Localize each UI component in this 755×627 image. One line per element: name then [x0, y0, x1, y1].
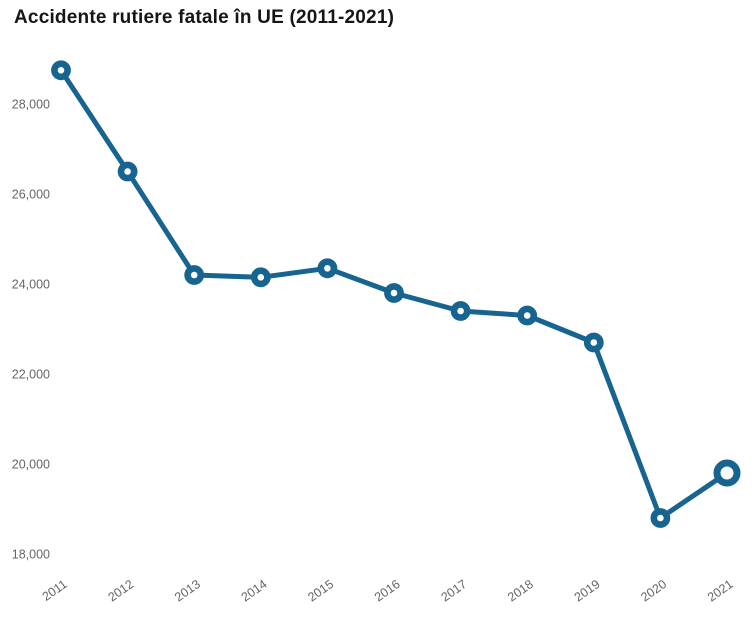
x-axis-tick-label: 2011 [40, 577, 70, 604]
x-axis-tick-label: 2018 [505, 577, 536, 604]
chart-title: Accidente rutiere fatale în UE (2011-202… [14, 7, 395, 28]
x-axis-tick-label: 2012 [106, 577, 137, 604]
y-axis-tick-label: 18,000 [12, 548, 50, 562]
y-axis-tick-label: 26,000 [12, 188, 50, 202]
x-axis-tick-label: 2013 [172, 577, 203, 604]
data-point-2019[interactable] [583, 332, 604, 353]
x-axis-tick-label: 2014 [239, 577, 270, 604]
data-point-2016[interactable] [384, 283, 404, 303]
y-axis-tick-label: 22,000 [12, 368, 50, 382]
x-axis-tick-label: 2017 [439, 577, 470, 604]
data-point-2021[interactable] [713, 459, 741, 487]
x-axis-tick-label: 2019 [572, 577, 603, 604]
data-point-2020[interactable] [650, 508, 671, 528]
data-point-2011[interactable] [51, 60, 71, 81]
y-axis-tick-label: 24,000 [12, 278, 50, 292]
data-point-2014[interactable] [250, 267, 271, 288]
x-axis-tick-label: 2015 [305, 577, 336, 604]
y-axis-tick-label: 20,000 [12, 458, 50, 472]
y-axis-tick-label: 28,000 [12, 98, 50, 112]
x-axis-tick-label: 2020 [638, 577, 669, 604]
data-point-2015[interactable] [317, 258, 338, 279]
x-axis-tick-label: 2016 [372, 577, 403, 604]
data-point-2012[interactable] [117, 161, 138, 182]
data-point-2018[interactable] [517, 305, 538, 326]
data-point-2013[interactable] [184, 265, 205, 285]
x-axis-tick-label: 2021 [705, 577, 736, 604]
data-point-2017[interactable] [450, 301, 471, 321]
